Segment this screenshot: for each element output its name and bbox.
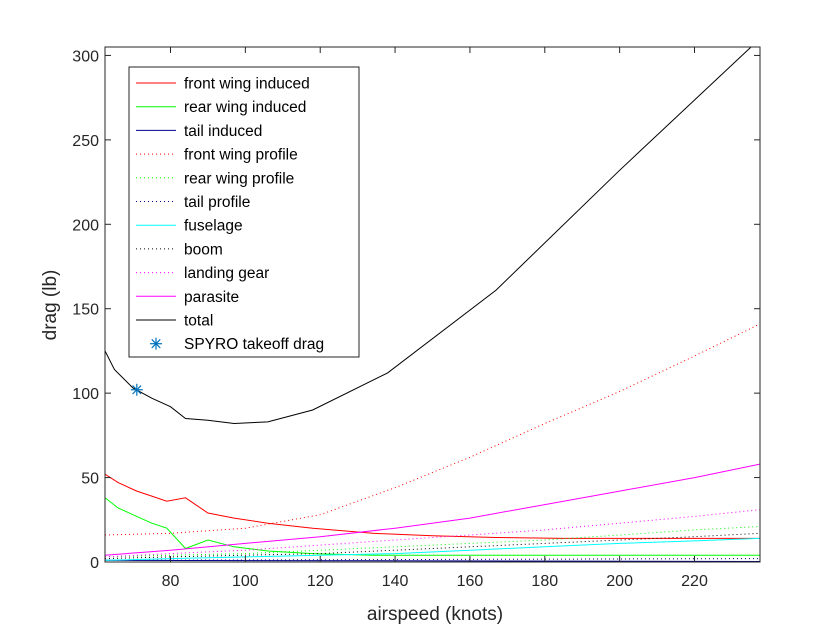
- series-rear-wing-profile-line: [105, 526, 760, 558]
- x-tick-label: 80: [162, 573, 180, 590]
- series-boom-line: [105, 532, 760, 560]
- x-tick-label: 120: [307, 573, 334, 590]
- series-parasite-line: [105, 463, 760, 556]
- legend-label: landing gear: [184, 265, 269, 282]
- x-tick-label: 100: [232, 573, 259, 590]
- x-tick-label: 140: [382, 573, 409, 590]
- ticks-layer: 80 100 120 140 160 180 200 220 0 50 100 150 200 250 30…: [72, 47, 760, 590]
- legend-entry-total: total: [136, 313, 213, 330]
- legend-entry-boom: boom: [136, 241, 223, 258]
- x-axis-label: airspeed (knots): [367, 604, 503, 625]
- series-tail-induced-line: [105, 559, 760, 562]
- series-landing-gear-line: [105, 509, 760, 558]
- legend-entry-parasite: parasite: [136, 289, 239, 306]
- x-tick-label: 180: [531, 573, 558, 590]
- x-tick-label: 160: [457, 573, 484, 590]
- legend-marker-asterisk: [150, 337, 162, 350]
- series-layer: [105, 47, 760, 562]
- legend-entry-tail-profile: tail profile: [136, 194, 250, 211]
- legend-entry-spyro-takeoff-drag: SPYRO takeoff drag: [150, 336, 324, 353]
- legend-label: rear wing induced: [184, 99, 306, 116]
- series-front-wing-induced-line: [105, 473, 760, 539]
- legend-label: tail profile: [184, 194, 250, 211]
- y-tick-label: 200: [72, 217, 99, 234]
- legend: front wing induced rear wing induced tail …: [128, 66, 360, 358]
- legend-label: fuselage: [184, 218, 243, 235]
- y-tick-label: 0: [90, 555, 99, 572]
- y-tick-label: 50: [81, 471, 99, 488]
- legend-label: SPYRO takeoff drag: [184, 336, 324, 353]
- legend-label: total: [184, 313, 213, 330]
- legend-entry-landing-gear: landing gear: [136, 265, 269, 282]
- legend-label: parasite: [184, 289, 239, 306]
- axes-box: [104, 46, 761, 563]
- legend-label: front wing profile: [184, 147, 298, 164]
- series-spyro-takeoff-drag-point: [130, 383, 143, 396]
- legend-label: front wing induced: [184, 76, 310, 93]
- y-tick-label: 250: [72, 133, 99, 150]
- legend-entry-front-wing-profile: front wing profile: [136, 147, 298, 164]
- legend-entry-tail-induced: tail induced: [136, 123, 262, 140]
- legend-entry-rear-wing-profile: rear wing profile: [136, 170, 294, 187]
- y-tick-label: 150: [72, 302, 99, 319]
- series-fuselage-line: [105, 537, 760, 561]
- y-axis-label: drag (lb): [40, 270, 61, 341]
- legend-entry-rear-wing-induced: rear wing induced: [136, 99, 306, 116]
- legend-box: [128, 66, 360, 358]
- legend-entries: front wing induced rear wing induced tail …: [136, 76, 324, 353]
- series-front-wing-profile-line: [105, 323, 760, 536]
- y-tick-label: 100: [72, 386, 99, 403]
- x-tick-label: 200: [606, 573, 633, 590]
- legend-label: tail induced: [184, 123, 262, 140]
- series-rear-wing-induced-line: [105, 497, 760, 556]
- legend-entry-fuselage: fuselage: [136, 218, 243, 235]
- y-tick-label: 300: [72, 48, 99, 65]
- x-tick-label: 220: [681, 573, 708, 590]
- legend-label: boom: [184, 241, 223, 258]
- legend-label: rear wing profile: [184, 170, 294, 187]
- legend-entry-front-wing-induced: front wing induced: [136, 76, 310, 93]
